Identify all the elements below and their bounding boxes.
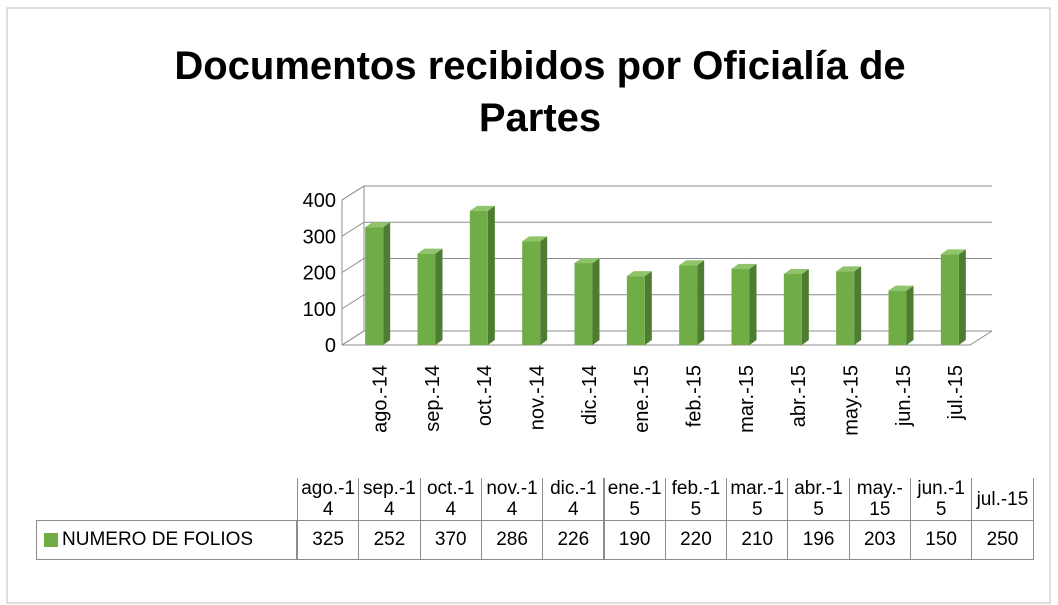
bar <box>365 227 384 345</box>
table-value: 250 <box>971 520 1034 560</box>
x-tick-label: oct.-14 <box>474 365 496 426</box>
bar-top <box>783 268 809 274</box>
grid-line <box>341 294 992 310</box>
bar-side <box>383 222 391 345</box>
bar <box>888 290 907 345</box>
table-value: 226 <box>542 520 605 560</box>
x-tick-label: mar.-15 <box>736 365 758 433</box>
chart-title: Documentos recibidos por Oficialía de Pa… <box>174 44 906 140</box>
table-value: 325 <box>297 520 360 560</box>
bar-top <box>940 249 966 255</box>
bar <box>626 276 645 345</box>
table-corner <box>36 520 297 560</box>
y-tick-label: 0 <box>325 335 336 357</box>
table-header: ago.-14 <box>297 478 360 521</box>
table-value: 220 <box>664 520 728 560</box>
bar <box>783 273 802 345</box>
bar-top <box>731 263 757 269</box>
table-header: feb.-15 <box>664 478 728 521</box>
x-tick-label: feb.-15 <box>683 365 705 427</box>
x-tick-label: ago.-14 <box>369 365 391 433</box>
floor <box>342 330 993 346</box>
table-value: 370 <box>419 520 482 560</box>
bar-side <box>906 285 914 345</box>
table-value: 190 <box>603 520 666 560</box>
x-tick-label: jun.-15 <box>893 365 915 427</box>
bar-side <box>958 249 966 345</box>
bar-top <box>626 271 652 277</box>
y-tick-label: 200 <box>303 263 336 285</box>
grid-line <box>341 185 992 201</box>
bar-side <box>854 266 862 345</box>
bar-top <box>365 222 391 228</box>
table-header: mar.-15 <box>726 478 789 521</box>
bar-top <box>836 266 862 272</box>
table-header: abr.-15 <box>787 478 850 521</box>
y-tick-label: 100 <box>303 299 336 321</box>
legend-label: NUMERO DE FOLIOS <box>62 529 254 550</box>
table-header: jul.-15 <box>971 478 1034 521</box>
table-value: 150 <box>910 520 973 560</box>
table-value: 286 <box>480 520 544 560</box>
bar-side <box>540 236 548 345</box>
x-tick-label: sep.-14 <box>422 365 444 432</box>
title-box: Documentos recibidos por Oficialía de Pa… <box>174 44 906 140</box>
grid-line <box>341 330 992 346</box>
bar <box>469 210 488 345</box>
bar <box>574 263 593 345</box>
table-header: jun.-15 <box>910 478 973 521</box>
table-header: dic.-14 <box>542 478 605 521</box>
table-header: may.-15 <box>848 478 911 521</box>
bar-side <box>435 248 443 345</box>
x-tick-label: abr.-15 <box>788 365 810 427</box>
bar-side <box>697 260 705 345</box>
table-value: 203 <box>848 520 911 560</box>
bar-side <box>644 271 652 345</box>
bar-top <box>574 258 600 264</box>
bar-side <box>487 205 495 345</box>
y-tick-label: 400 <box>303 190 336 212</box>
bar-top <box>469 205 495 211</box>
x-tick-label: nov.-14 <box>526 365 548 430</box>
table-header: sep.-14 <box>358 478 421 521</box>
x-tick-label: dic.-14 <box>579 365 601 425</box>
bar-top <box>522 236 548 242</box>
grid-line <box>341 221 992 237</box>
bar-side <box>801 268 809 345</box>
x-tick-label: ene.-15 <box>631 365 653 433</box>
table-header: oct.-14 <box>419 478 482 521</box>
table-header: nov.-14 <box>480 478 544 521</box>
table-header: ene.-15 <box>603 478 666 521</box>
legend-key <box>44 533 58 547</box>
table-value: 210 <box>726 520 789 560</box>
bar-side <box>749 263 757 345</box>
bar-top <box>417 248 443 254</box>
bar-side <box>592 258 600 345</box>
bar <box>731 268 750 345</box>
bar <box>836 271 855 345</box>
y-tick-label: 300 <box>303 226 336 248</box>
bar-top <box>679 260 705 266</box>
bar <box>940 254 959 345</box>
bar <box>679 265 698 345</box>
bar <box>522 241 541 345</box>
x-tick-label: jul.-15 <box>945 365 967 420</box>
x-tick-label: may.-15 <box>840 365 862 436</box>
table-value: 252 <box>358 520 421 560</box>
grid-line <box>341 258 992 273</box>
bar-top <box>888 285 914 291</box>
table-value: 196 <box>787 520 850 560</box>
bar <box>417 253 436 345</box>
